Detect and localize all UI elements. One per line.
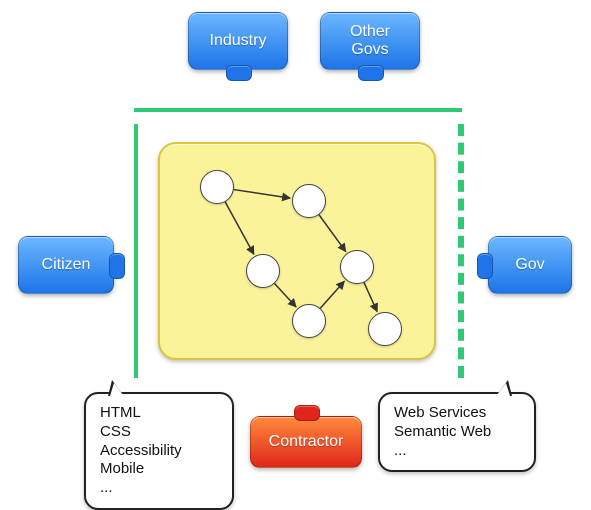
piece-label: OtherGovs (350, 23, 390, 60)
callout-line: Mobile (100, 460, 218, 479)
piece-industry: Industry (188, 12, 288, 70)
graph-node (340, 250, 374, 284)
boundary-line-top (134, 108, 462, 112)
graph-node (292, 304, 326, 338)
piece-other-govs: OtherGovs (320, 12, 420, 70)
boundary-line-left (134, 124, 138, 378)
piece-contractor: Contractor (250, 416, 362, 468)
callout-line: HTML (100, 404, 218, 423)
callout-left: HTMLCSSAccessibilityMobile... (84, 392, 234, 510)
piece-citizen: Citizen (18, 236, 114, 294)
graph-node (292, 184, 326, 218)
callout-tail (108, 380, 124, 396)
graph-node (368, 312, 402, 346)
callout-line: ... (394, 442, 520, 461)
piece-label: Gov (515, 256, 544, 274)
callout-line: Web Services (394, 404, 520, 423)
graph-node (246, 254, 280, 288)
graph-node (200, 170, 234, 204)
callout-line: CSS (100, 423, 218, 442)
piece-label: Citizen (42, 256, 91, 274)
callout-line: Accessibility (100, 442, 218, 461)
center-network-panel (158, 142, 436, 360)
callout-right: Web ServicesSemantic Web... (378, 392, 536, 472)
piece-label: Industry (210, 32, 267, 50)
callout-tail (496, 380, 512, 396)
piece-gov: Gov (488, 236, 572, 294)
piece-label: Contractor (269, 433, 344, 451)
callout-line: Semantic Web (394, 423, 520, 442)
boundary-line-right (458, 124, 464, 378)
callout-line: ... (100, 479, 218, 498)
